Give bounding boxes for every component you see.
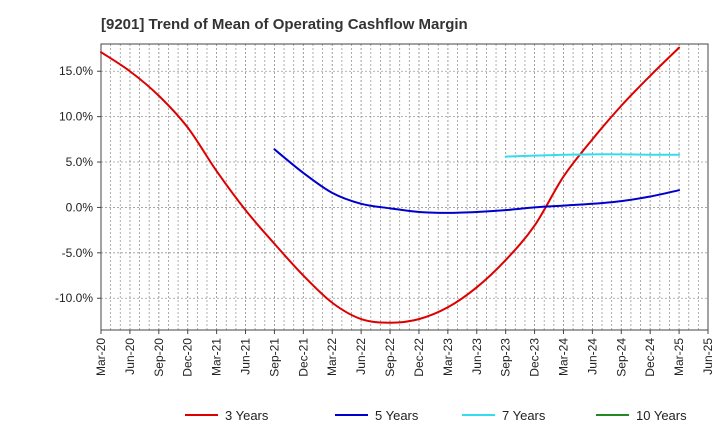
x-tick-label: Mar-23	[441, 338, 455, 376]
x-tick-label: Jun-23	[470, 338, 484, 375]
x-tick-label: Sep-22	[383, 338, 397, 377]
x-tick-label: Mar-24	[556, 338, 570, 376]
x-tick-label: Dec-21	[296, 338, 310, 377]
y-tick-label: 0.0%	[66, 200, 94, 214]
x-tick-label: Sep-21	[267, 338, 281, 377]
legend-label-2: 5 Years	[375, 408, 419, 423]
x-tick-label: Jun-25	[701, 338, 715, 375]
y-tick-label: 10.0%	[59, 110, 93, 124]
y-tick-label: 15.0%	[59, 64, 93, 78]
y-tick-label: -10.0%	[55, 291, 93, 305]
plot-area: -10.0% -5.0% 0.0% 5.0% 10.0% 15.0% Mar-20 Jun-2…	[55, 43, 715, 377]
chart-title: [9201] Trend of Mean of Operating Cashfl…	[101, 16, 468, 33]
y-tick-label: -5.0%	[62, 246, 94, 260]
x-tick-label: Mar-20	[94, 338, 108, 376]
series-line-2	[273, 148, 681, 214]
x-tick-label: Jun-20	[123, 338, 137, 375]
x-tick-label: Dec-20	[181, 338, 195, 377]
legend: 3 Years 5 Years 7 Years 10 Years	[185, 408, 687, 423]
x-tick-label: Mar-25	[672, 338, 686, 376]
x-tick-label: Jun-21	[239, 338, 253, 375]
x-tick-label: Dec-23	[528, 338, 542, 377]
x-tick-label: Mar-22	[325, 338, 339, 376]
x-tick-label: Sep-20	[152, 338, 166, 377]
series-line-1	[100, 46, 681, 324]
x-tick-label: Jun-22	[354, 338, 368, 375]
x-tick-label: Jun-24	[585, 338, 599, 375]
x-tick-label: Mar-21	[210, 338, 224, 376]
plot-background	[101, 44, 708, 330]
x-tick-label: Sep-24	[614, 338, 628, 377]
legend-label-1: 3 Years	[225, 408, 269, 423]
series-line-3	[504, 153, 681, 158]
x-tick-label: Dec-22	[412, 338, 426, 377]
legend-label-3: 7 Years	[502, 408, 546, 423]
legend-label-4: 10 Years	[636, 408, 687, 423]
y-tick-label: 5.0%	[66, 155, 94, 169]
plot-frame	[100, 43, 709, 331]
x-tick-label: Sep-23	[499, 338, 513, 377]
x-tick-label: Dec-24	[643, 338, 657, 377]
